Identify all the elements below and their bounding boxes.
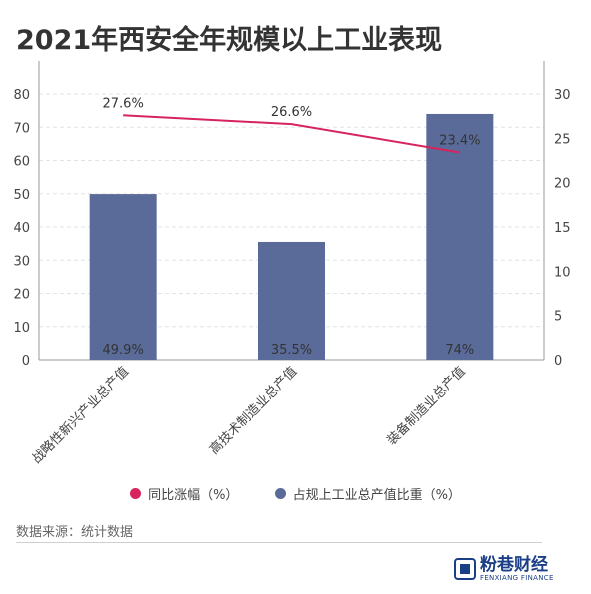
- legend-item-bar[interactable]: 占规上工业总产值比重（%）: [274, 484, 461, 503]
- chart-canvas: 0 10 20 30 40 50 60 70 80 0 5 10 15 20 25 30 49.9% 35.5% 7…: [13, 61, 571, 467]
- y-left-tick-label: 10: [13, 321, 30, 336]
- legend-bar-label: 占规上工业总产值比重（%）: [292, 488, 461, 503]
- bar: [258, 241, 325, 360]
- line-data-label: 27.6%: [103, 96, 144, 111]
- data-source: 数据来源：统计数据: [16, 525, 134, 540]
- y-left-tick-label: 20: [13, 288, 30, 303]
- y-left-tick-label: 0: [22, 354, 30, 369]
- legend-bar-swatch: [274, 488, 286, 499]
- line-data-label: 23.4%: [439, 134, 480, 149]
- y-left-tick-label: 70: [13, 121, 30, 136]
- y-left-tick-label: 40: [13, 221, 30, 236]
- y-right-tick-label: 5: [554, 310, 562, 325]
- footer-divider: [16, 542, 542, 543]
- bar: [426, 113, 494, 360]
- brand-logo: 粉巷财经 FENXIANG FINANCE: [454, 556, 554, 582]
- x-tick-label: 装备制造业总产值: [384, 364, 469, 449]
- legend-item-line[interactable]: 同比涨幅（%）: [130, 484, 238, 503]
- chart-title: 2021年西安全年规模以上工业表现: [16, 25, 443, 56]
- y-left-tick-label: 50: [13, 188, 30, 203]
- y-right-tick-label: 25: [554, 132, 571, 147]
- y-left-tick-label: 30: [13, 254, 30, 269]
- logo-mark-icon: [454, 558, 476, 580]
- x-tick-label: 战略性新兴产业总产值: [29, 364, 132, 467]
- y-left-tick-label: 60: [13, 155, 30, 170]
- legend: 同比涨幅（%） 占规上工业总产值比重（%）: [0, 484, 591, 503]
- line-data-label: 26.6%: [271, 105, 312, 120]
- y-right-tick-label: 20: [554, 177, 571, 192]
- legend-line-label: 同比涨幅（%）: [148, 488, 239, 503]
- logo-subtitle: FENXIANG FINANCE: [480, 574, 554, 582]
- logo-name: 粉巷财经: [480, 555, 548, 575]
- y-right-tick-label: 10: [554, 265, 571, 280]
- bar-data-label: 49.9%: [103, 343, 144, 358]
- y-left-tick-label: 80: [13, 88, 30, 103]
- line-series: [123, 114, 460, 154]
- y-right-tick-label: 15: [554, 221, 571, 236]
- x-tick-label: 高技术制造业总产值: [206, 364, 300, 458]
- bar-data-label: 35.5%: [271, 343, 312, 358]
- y-right-tick-label: 0: [554, 354, 562, 369]
- bar-data-label: 74%: [445, 343, 474, 358]
- y-right-tick-label: 30: [554, 88, 571, 103]
- bar: [89, 194, 157, 360]
- legend-line-swatch: [130, 488, 142, 499]
